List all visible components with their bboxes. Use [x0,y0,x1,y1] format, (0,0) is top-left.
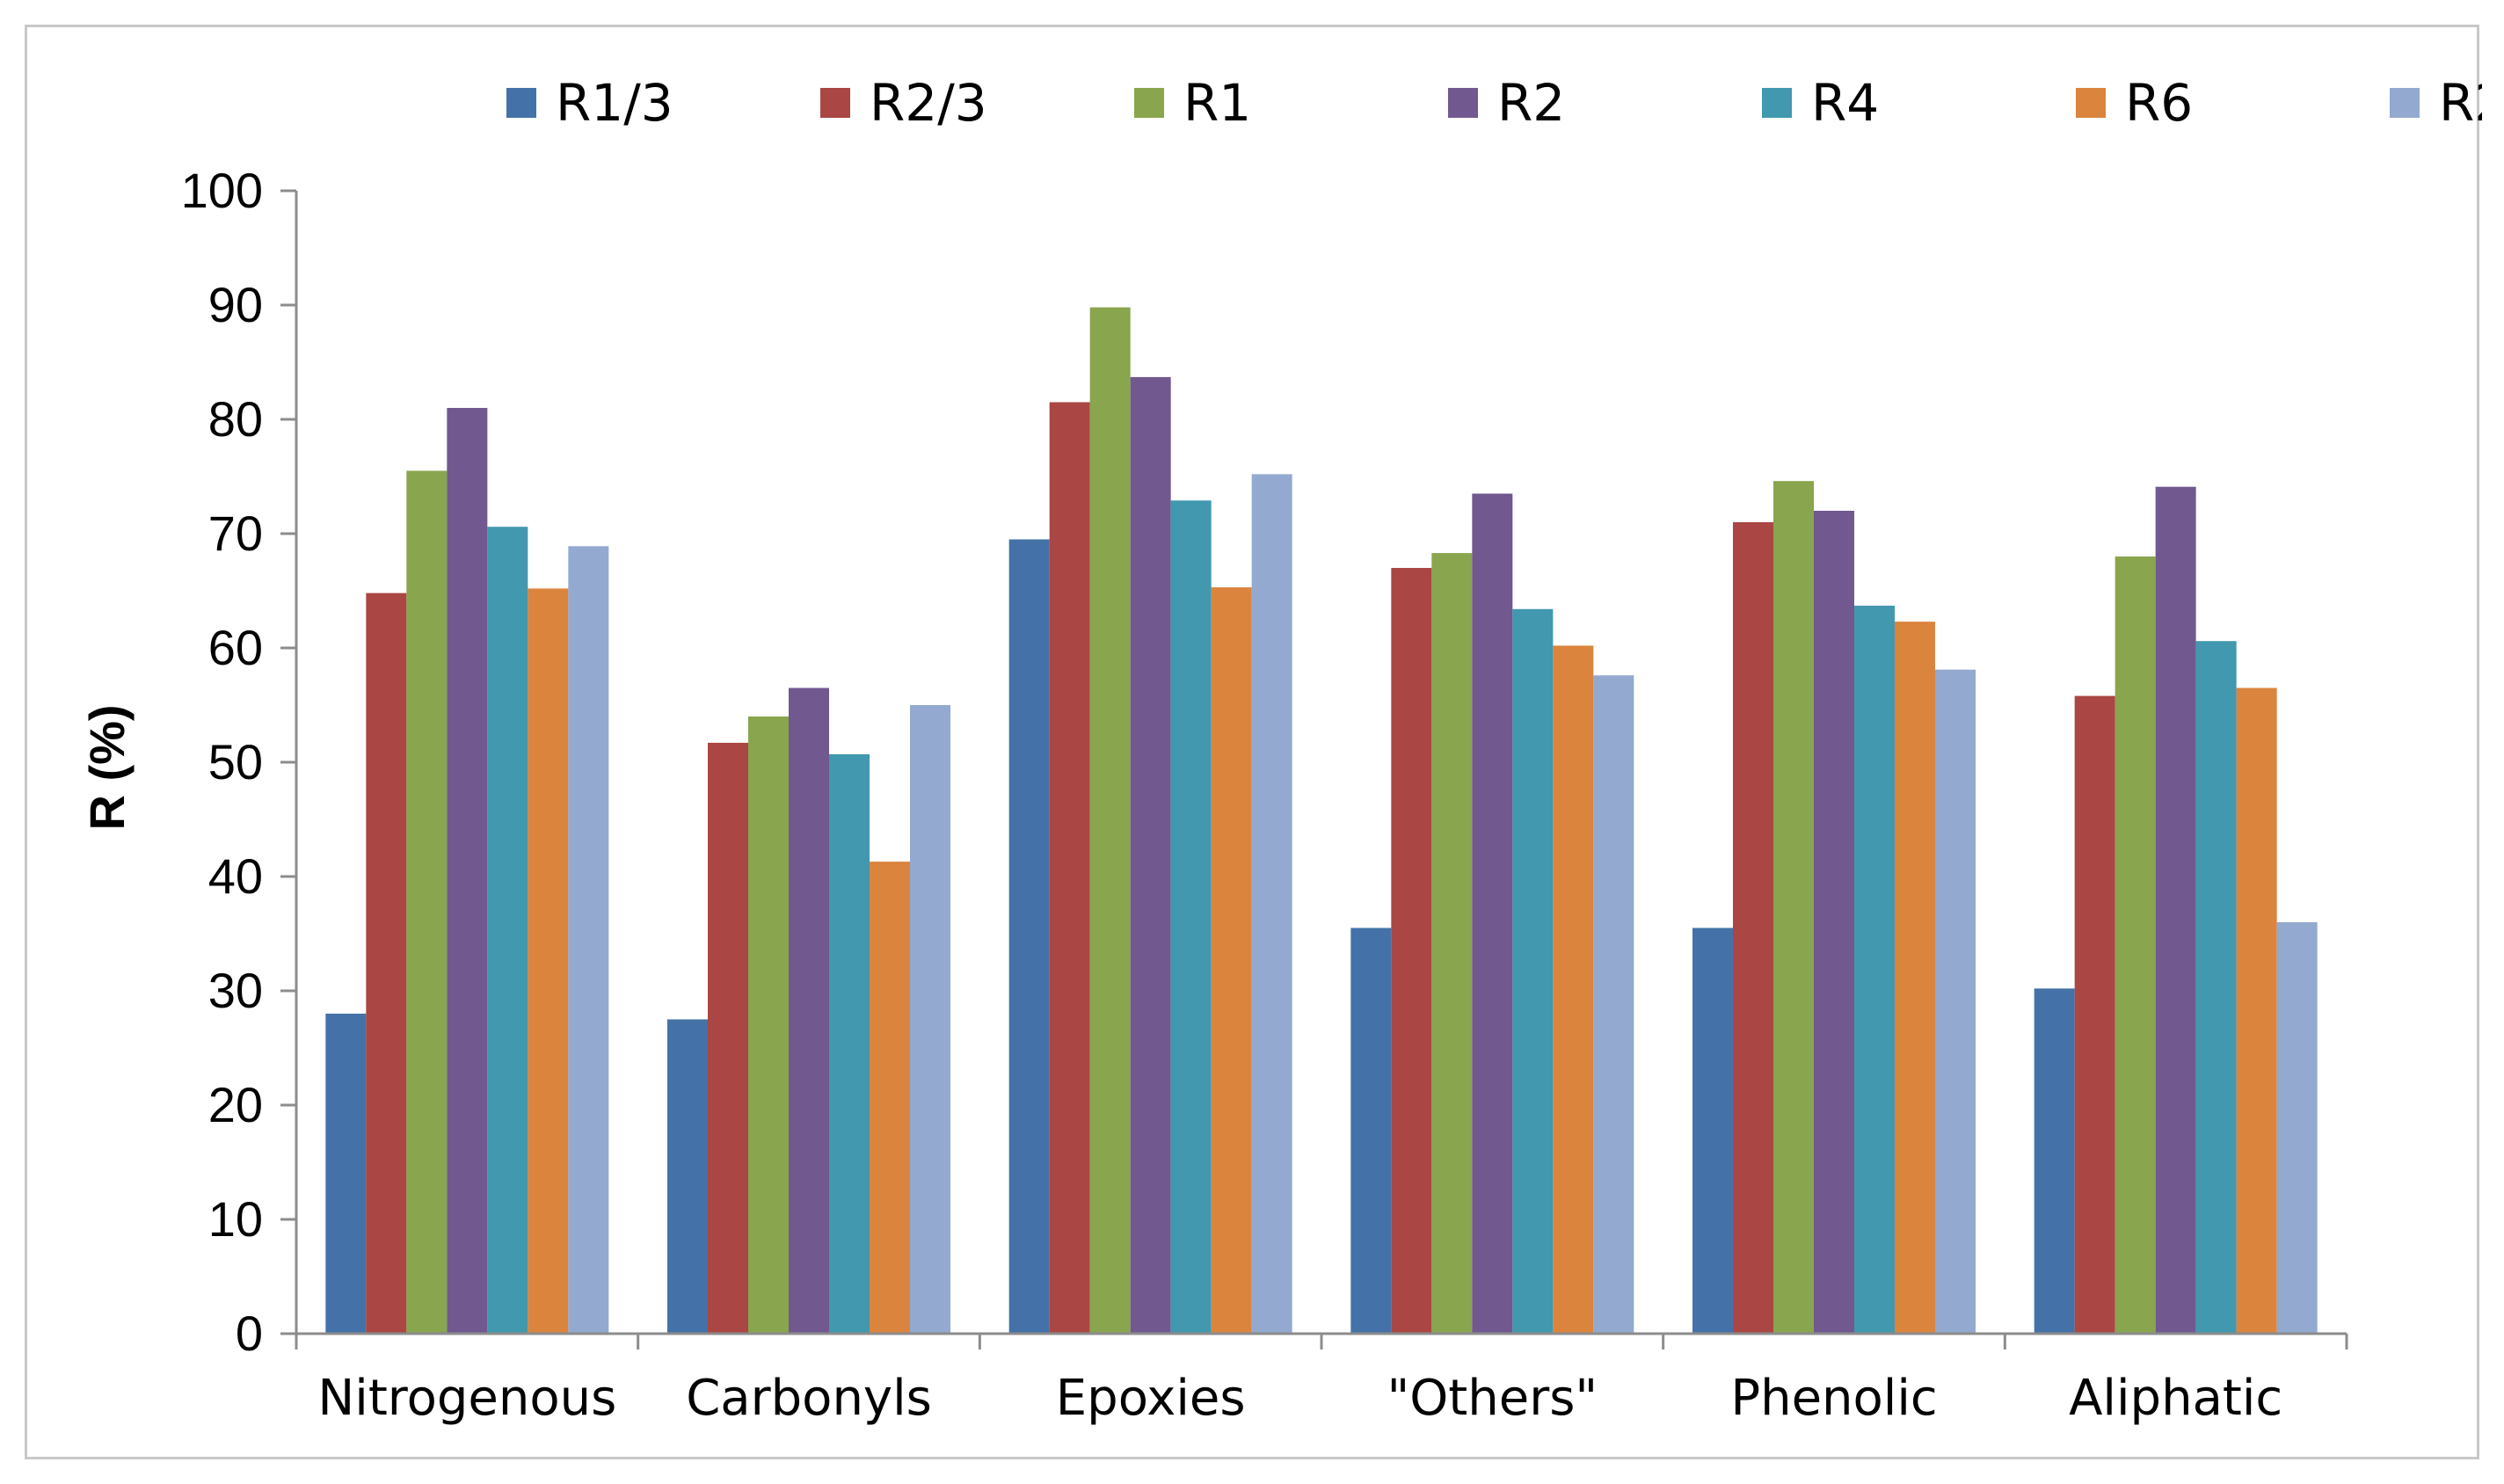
legend-swatch-r24 [2390,88,2420,118]
y-tick-label: 40 [208,848,263,904]
bar-nitrogenous-r24 [568,546,609,1334]
y-tick-label: 30 [208,963,263,1018]
bar-others-r24 [1593,675,1634,1334]
bar-nitrogenous-r2 [447,408,488,1334]
bar-epoxies-r2-3 [1049,402,1090,1334]
bar-epoxies-r24 [1251,474,1292,1334]
bar-carbonyls-r6 [870,862,910,1334]
legend-label-r6: R6 [2125,73,2193,133]
y-tick-label: 90 [208,277,263,332]
bar-aliphatic-r4 [2195,641,2237,1334]
bar-phenolic-r6 [1895,622,1935,1334]
y-tick-label: 20 [208,1077,263,1132]
legend-swatch-r6 [2076,88,2106,118]
x-axis-labels: Nitrogenous Carbonyls Epoxies "Others" Pheno… [317,1370,2282,1427]
bar-phenolic-r4 [1854,605,1895,1334]
legend-label-r4: R4 [1811,73,1879,133]
bar-others-r1-3 [1350,928,1392,1334]
bar-phenolic-r1 [1773,481,1814,1334]
x-tick-label-nitrogenous: Nitrogenous [317,1370,616,1427]
bar-nitrogenous-r4 [487,527,528,1334]
y-tick-label: 10 [208,1191,263,1247]
bar-aliphatic-r2-3 [2074,695,2115,1334]
bar-carbonyls-r24 [910,705,950,1334]
y-axis-ticks: 0 10 20 30 40 50 60 70 80 90 100 [181,163,296,1361]
bar-chart: R1/3 R2/3 R1 R2 R4 R6 R24 0 10 20 30 40 50 60 70 80 90 1… [79,73,2482,1427]
x-tick-label-phenolic: Phenolic [1730,1370,1937,1427]
bar-nitrogenous-r1-3 [325,1014,367,1334]
x-tick-label-epoxies: Epoxies [1056,1370,1246,1427]
bar-epoxies-r2 [1130,376,1171,1334]
bar-carbonyls-r2 [789,687,829,1334]
bar-nitrogenous-r1 [406,470,448,1334]
y-tick-label: 0 [236,1306,263,1361]
bar-others-r6 [1553,645,1594,1334]
bar-aliphatic-r1 [2115,556,2156,1334]
legend-swatch-r2-3 [820,88,850,118]
y-tick-label: 50 [208,734,263,789]
bar-epoxies-r1 [1089,307,1131,1335]
legend-label-r2-3: R2/3 [870,73,987,133]
legend-swatch-r1-3 [506,88,536,118]
legend-swatch-r2 [1448,88,1478,118]
bar-others-r4 [1512,608,1554,1334]
bar-nitrogenous-r6 [528,588,569,1334]
bar-others-r2-3 [1391,568,1432,1334]
bar-phenolic-r2-3 [1733,522,1773,1334]
legend-label-r1: R1 [1183,73,1251,133]
bar-carbonyls-r1 [748,717,789,1334]
bar-others-r1 [1431,553,1473,1334]
bar-epoxies-r1-3 [1008,539,1050,1334]
bar-epoxies-r4 [1170,500,1212,1334]
bar-carbonyls-r2-3 [708,742,748,1334]
x-tick-label-carbonyls: Carbonyls [686,1370,932,1427]
bar-nitrogenous-r2-3 [366,593,407,1334]
y-axis-title: R (%) [79,704,135,830]
y-tick-label: 100 [181,163,263,218]
chart-frame: R1/3 R2/3 R1 R2 R4 R6 R24 0 10 20 30 40 50 60 70 80 90 1… [25,25,2482,1459]
legend-label-r24: R24 [2439,73,2482,133]
bar-aliphatic-r1-3 [2034,988,2075,1334]
bar-phenolic-r1-3 [1692,928,1733,1334]
x-tick-label-aliphatic: Aliphatic [2069,1370,2282,1427]
y-tick-label: 60 [208,620,263,675]
legend-label-r1-3: R1/3 [556,73,673,133]
bar-phenolic-r24 [1935,669,1976,1334]
x-tick-label-others: "Others" [1387,1370,1598,1427]
bars [325,307,2318,1335]
bar-aliphatic-r6 [2236,687,2277,1334]
bar-carbonyls-r4 [829,753,870,1334]
legend-label-r2: R2 [1497,73,1565,133]
bar-epoxies-r6 [1211,587,1252,1334]
legend-swatch-r4 [1762,88,1792,118]
bar-aliphatic-r24 [2276,922,2318,1334]
legend-swatch-r1 [1134,88,1164,118]
y-tick-label: 70 [208,506,263,561]
bar-aliphatic-r2 [2155,486,2196,1334]
y-tick-label: 80 [208,391,263,447]
bar-carbonyls-r1-3 [667,1019,708,1334]
bar-others-r2 [1472,493,1513,1334]
bar-phenolic-r2 [1814,511,1854,1334]
legend: R1/3 R2/3 R1 R2 R4 R6 R24 [506,73,2482,133]
